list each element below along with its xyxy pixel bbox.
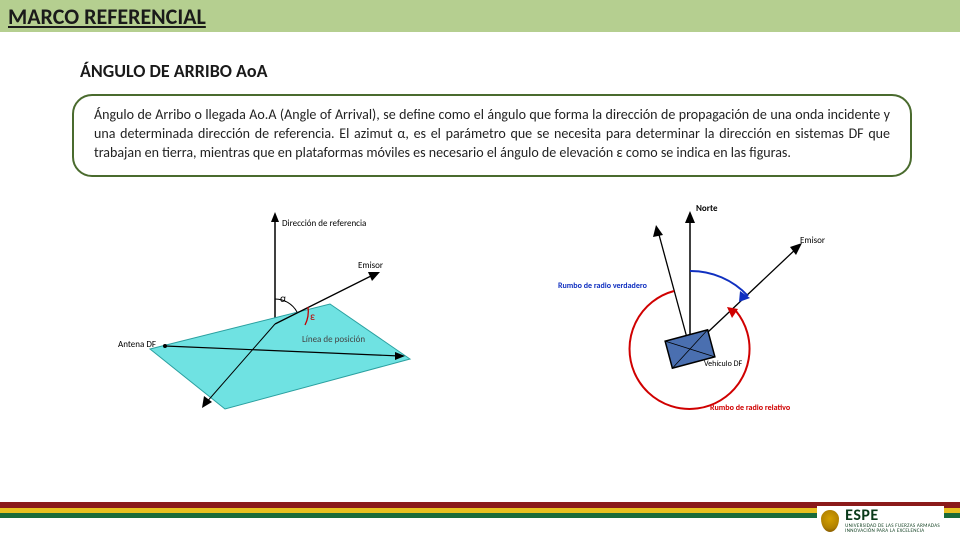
logo-espe: ESPE UNIVERSIDAD DE LAS FUERZAS ARMADAS … — [817, 506, 944, 536]
page-title: MARCO REFERENCIAL — [8, 3, 206, 30]
label-vehiculo: Vehículo DF — [704, 359, 742, 369]
figure-aoa-3d: Dirección de referencia Emisor Línea de … — [110, 204, 450, 414]
label-alpha: α — [280, 292, 286, 305]
logo-main: ESPE — [845, 508, 940, 524]
figure-bearing: Norte Emisor Rumbo de radio verdadero Ru… — [550, 199, 850, 419]
label-norte: Norte — [696, 203, 718, 214]
crest-icon — [821, 510, 839, 532]
label-rumbo-verdadero: Rumbo de radio verdadero — [558, 281, 647, 291]
footer-stripe-green — [0, 513, 960, 518]
description-text: Ángulo de Arribo o llegada Ao.A (Angle o… — [94, 106, 890, 163]
label-antena: Antena DF — [118, 339, 156, 350]
logo-sub2: INNOVACIÓN PARA LA EXCELENCIA — [845, 529, 940, 534]
label-direccion-ref: Dirección de referencia — [282, 218, 366, 229]
logo-text: ESPE UNIVERSIDAD DE LAS FUERZAS ARMADAS … — [845, 508, 940, 534]
label-epsilon: ε — [310, 310, 315, 323]
label-emisor-2: Emisor — [800, 235, 825, 246]
figures-row: Dirección de referencia Emisor Línea de … — [0, 199, 960, 419]
label-rumbo-relativo: Rumbo de radio relativo — [710, 403, 790, 413]
label-linea-pos: Línea de posición — [302, 334, 365, 345]
description-box: Ángulo de Arribo o llegada Ao.A (Angle o… — [72, 94, 912, 177]
footer: ESPE UNIVERSIDAD DE LAS FUERZAS ARMADAS … — [0, 502, 960, 540]
label-emisor-1: Emisor — [358, 260, 383, 271]
section-subtitle: ÁNGULO DE ARRIBO AoA — [80, 60, 960, 82]
header-bar: MARCO REFERENCIAL — [0, 0, 960, 32]
